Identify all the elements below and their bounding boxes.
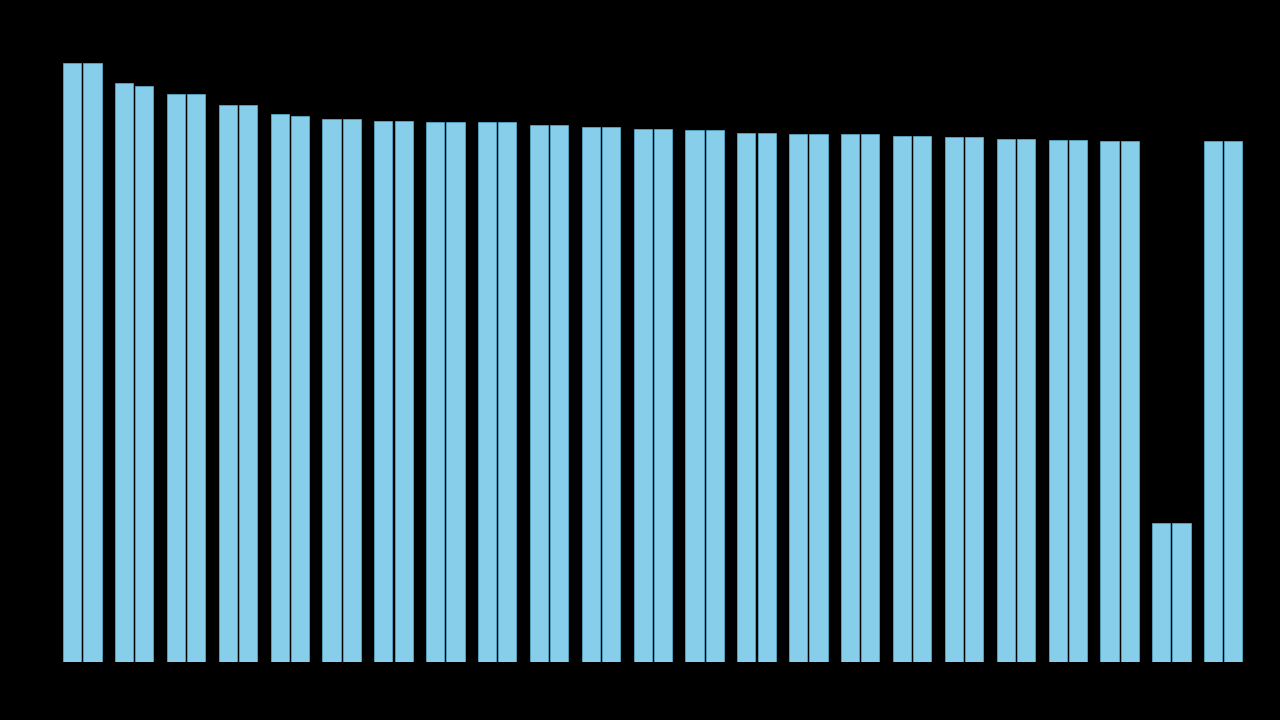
Bar: [1101, 141, 1119, 662]
Bar: [394, 120, 412, 662]
Bar: [634, 129, 652, 662]
Bar: [187, 94, 205, 662]
Bar: [1152, 523, 1170, 662]
Bar: [343, 119, 361, 662]
Bar: [581, 127, 600, 662]
Bar: [498, 122, 516, 662]
Bar: [893, 136, 911, 662]
Bar: [270, 114, 289, 662]
Bar: [239, 105, 257, 662]
Bar: [790, 135, 808, 662]
Bar: [550, 125, 568, 662]
Bar: [166, 94, 186, 662]
Bar: [374, 120, 393, 662]
Bar: [447, 122, 465, 662]
Bar: [291, 117, 308, 662]
Bar: [602, 127, 620, 662]
Bar: [63, 63, 82, 662]
Bar: [1048, 140, 1066, 662]
Bar: [530, 125, 548, 662]
Bar: [705, 130, 724, 662]
Bar: [1120, 141, 1139, 662]
Bar: [1204, 141, 1222, 662]
Bar: [83, 63, 101, 662]
Bar: [323, 119, 340, 662]
Bar: [861, 135, 879, 662]
Bar: [809, 135, 828, 662]
Bar: [477, 122, 497, 662]
Bar: [997, 139, 1015, 662]
Bar: [758, 133, 776, 662]
Bar: [1224, 141, 1243, 662]
Bar: [841, 135, 859, 662]
Bar: [654, 129, 672, 662]
Bar: [1016, 139, 1036, 662]
Bar: [426, 122, 444, 662]
Bar: [737, 133, 755, 662]
Bar: [115, 83, 133, 662]
Bar: [965, 138, 983, 662]
Bar: [945, 138, 963, 662]
Bar: [913, 136, 932, 662]
Bar: [686, 130, 704, 662]
Bar: [219, 105, 237, 662]
Bar: [136, 86, 154, 662]
Bar: [1069, 140, 1087, 662]
Bar: [1172, 523, 1190, 662]
